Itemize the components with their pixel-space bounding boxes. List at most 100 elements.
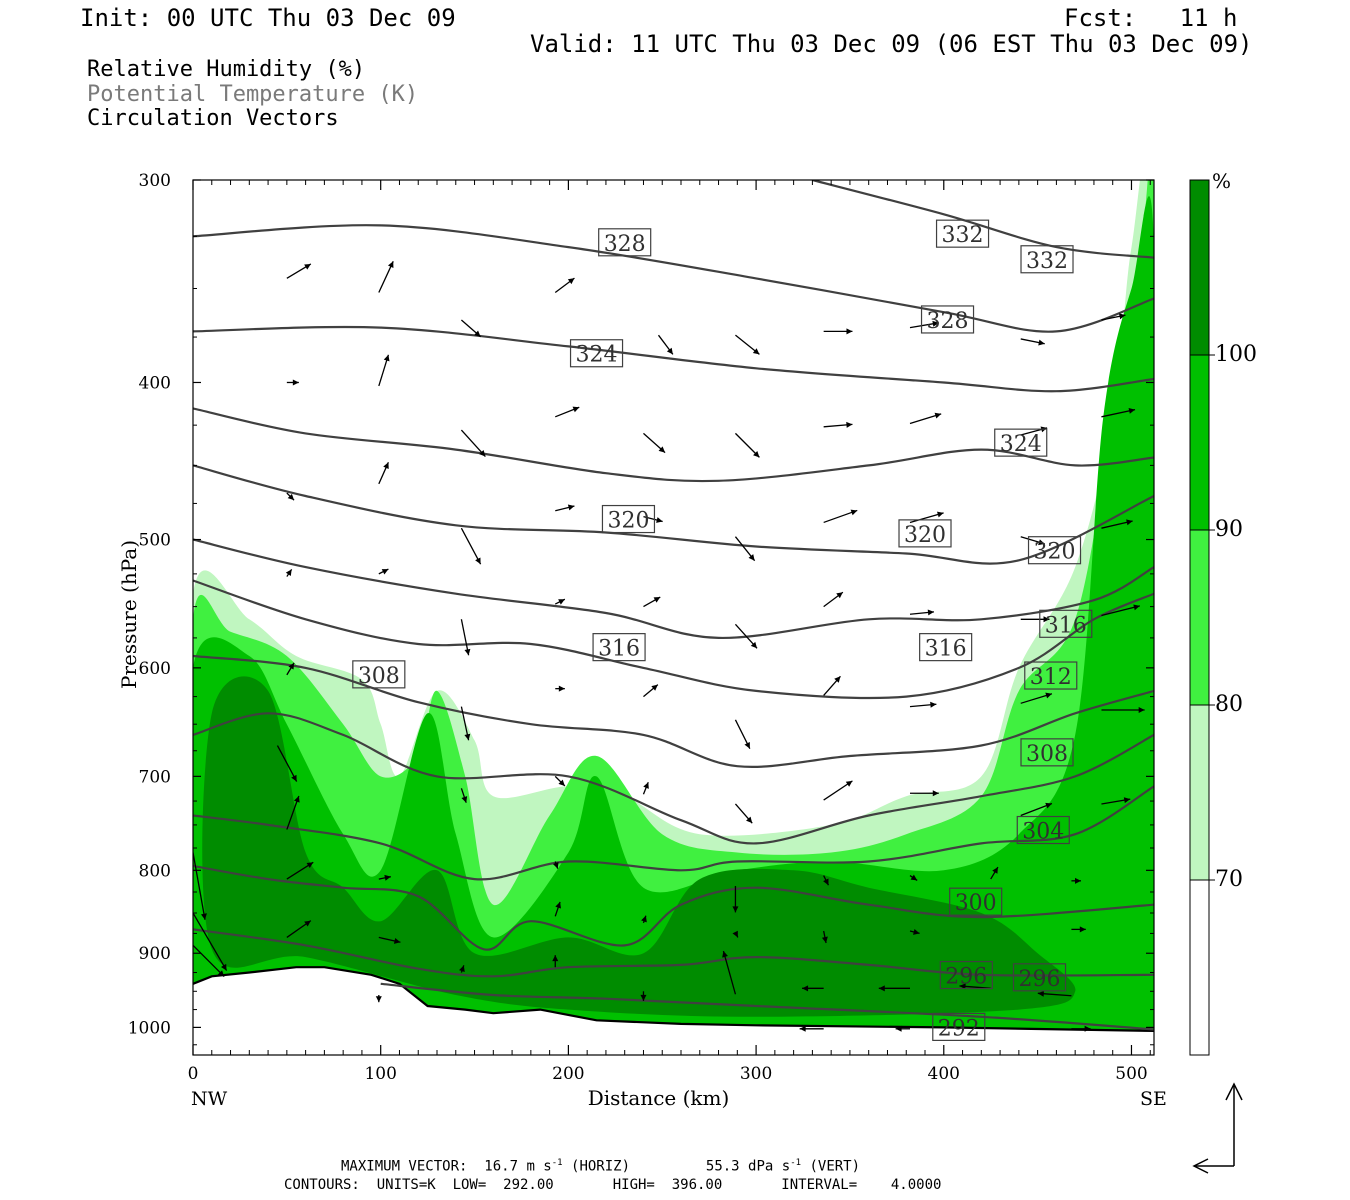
circulation-vector (554, 775, 566, 787)
contour-label: 312 (1024, 661, 1078, 690)
contour-label-layer: 328 324 320 316 308 332 332 328 324 320 320 316 316 3… (352, 219, 1093, 1041)
x-axis-title: Distance (km) (588, 1086, 730, 1110)
circulation-vector (1020, 802, 1053, 817)
circulation-vector (643, 432, 666, 454)
theta-contour-308 (193, 712, 1154, 845)
contour-info-line: CONTOURS: UNITS=K LOW= 292.00 HIGH= 396.… (284, 1177, 942, 1193)
x-tick-label: 100 (364, 1064, 396, 1084)
circulation-vector (802, 985, 824, 992)
contour-label-text: 292 (938, 1016, 980, 1041)
y-tick-label: 500 (139, 531, 171, 551)
circulation-vector (909, 320, 939, 329)
circulation-vector (734, 536, 756, 562)
circulation-vector (1101, 604, 1141, 617)
max-vector-vert-unit: (VERT) (809, 1158, 861, 1175)
field-rh-label: Relative Humidity (%) (87, 57, 366, 82)
theta-contour-340 (812, 180, 1154, 259)
contour-label: 328 (920, 305, 975, 334)
circulation-vector (643, 516, 663, 523)
max-vector-horiz-unit: (HORIZ) (571, 1158, 631, 1175)
field-theta-label: Potential Temperature (K) (87, 82, 419, 107)
contour-label: 296 (1012, 963, 1067, 992)
x-tick-label: 500 (1115, 1064, 1147, 1084)
circulation-vector (722, 950, 737, 995)
colorbar-segment (1190, 880, 1209, 1055)
circulation-vector (286, 861, 314, 880)
circulation-vector (823, 591, 844, 608)
terrain-line (193, 966, 1154, 1032)
circulation-vector (193, 912, 228, 971)
circulation-vector (1101, 313, 1126, 321)
circulation-vector (1020, 536, 1045, 546)
circulation-vector (1101, 797, 1131, 805)
y-tick-label: 300 (139, 171, 171, 191)
theta-contour-328 (193, 407, 1154, 483)
circulation-vector-layer (193, 261, 1145, 1032)
contour-label: 320 (898, 519, 952, 548)
below-ground-mask (193, 967, 1154, 1055)
circulation-vector (909, 929, 920, 935)
circulation-vector (552, 861, 559, 869)
circulation-vector (734, 719, 751, 749)
x-end-label-left: NW (191, 1088, 228, 1110)
circulation-vector (990, 866, 999, 880)
contour-label-text: 324 (1000, 432, 1042, 457)
y-tick-label: 600 (139, 659, 171, 679)
rh-region-90 (193, 196, 1154, 1055)
circulation-vector (286, 920, 312, 938)
contour-label: 300 (949, 887, 1003, 916)
circulation-vector (734, 803, 753, 824)
circulation-vector (555, 406, 580, 418)
y-tick-label: 700 (139, 767, 171, 787)
contour-label: 316 (592, 633, 646, 662)
circulation-vector (378, 874, 391, 881)
circulation-vector (1101, 519, 1133, 529)
contour-label-text: 332 (942, 223, 984, 248)
circulation-vector (1071, 926, 1086, 933)
x-tick-label: 300 (740, 1064, 772, 1084)
circulation-vector (909, 701, 937, 708)
colorbar-tick-label: 80 (1215, 692, 1243, 717)
circulation-vector (286, 379, 299, 386)
contour-label-text: 300 (955, 891, 997, 916)
contour-label-text: 312 (1030, 665, 1072, 690)
colorbar-segment (1190, 530, 1209, 705)
circulation-vector (378, 261, 394, 293)
max-vector-vert: 55.3 dPa s (705, 1158, 791, 1175)
contour-label: 308 (1020, 738, 1074, 767)
contour-label: 320 (1027, 536, 1082, 565)
contour-label-text: 296 (945, 965, 987, 990)
colorbar-frame (1189, 179, 1210, 1056)
circulation-vector (823, 509, 858, 524)
terrain-layer (193, 966, 1154, 1055)
circulation-vector (821, 930, 828, 944)
circulation-vector (734, 623, 758, 649)
circulation-vector (460, 619, 471, 656)
circulation-vector (193, 944, 225, 978)
circulation-vector (1020, 338, 1045, 346)
circulation-vector (823, 421, 853, 428)
theta-contour-324 (193, 464, 1154, 565)
circulation-vector (823, 780, 853, 801)
contour-label-text: 308 (1026, 742, 1068, 767)
x-tick-label: 200 (552, 1064, 584, 1084)
circulation-vector (460, 706, 471, 741)
circulation-vector (286, 662, 295, 676)
circulation-vector (378, 354, 390, 387)
circulation-vector (276, 745, 298, 782)
field-vectors-label: Circulation Vectors (87, 106, 339, 131)
theta-contour-320 (193, 538, 1154, 640)
colorbar-tick-label: 100 (1215, 342, 1257, 367)
circulation-vector (460, 527, 482, 565)
colorbar: 70 80 90 100% (1189, 169, 1257, 1056)
circulation-vector (642, 781, 649, 795)
rh-fill-layer (193, 180, 1154, 1055)
circulation-vector (1071, 1025, 1091, 1032)
max-vector-line: MAXIMUM VECTOR: 16.7 m s-1 (HORIZ) 55.3 … (341, 1159, 860, 1174)
vert-exponent: -1 (790, 1158, 802, 1168)
circulation-vector (823, 675, 841, 696)
contour-label: 304 (1016, 815, 1070, 845)
circulation-vector (643, 596, 661, 608)
circulation-vector (286, 492, 295, 501)
contour-label: 328 (598, 228, 652, 257)
